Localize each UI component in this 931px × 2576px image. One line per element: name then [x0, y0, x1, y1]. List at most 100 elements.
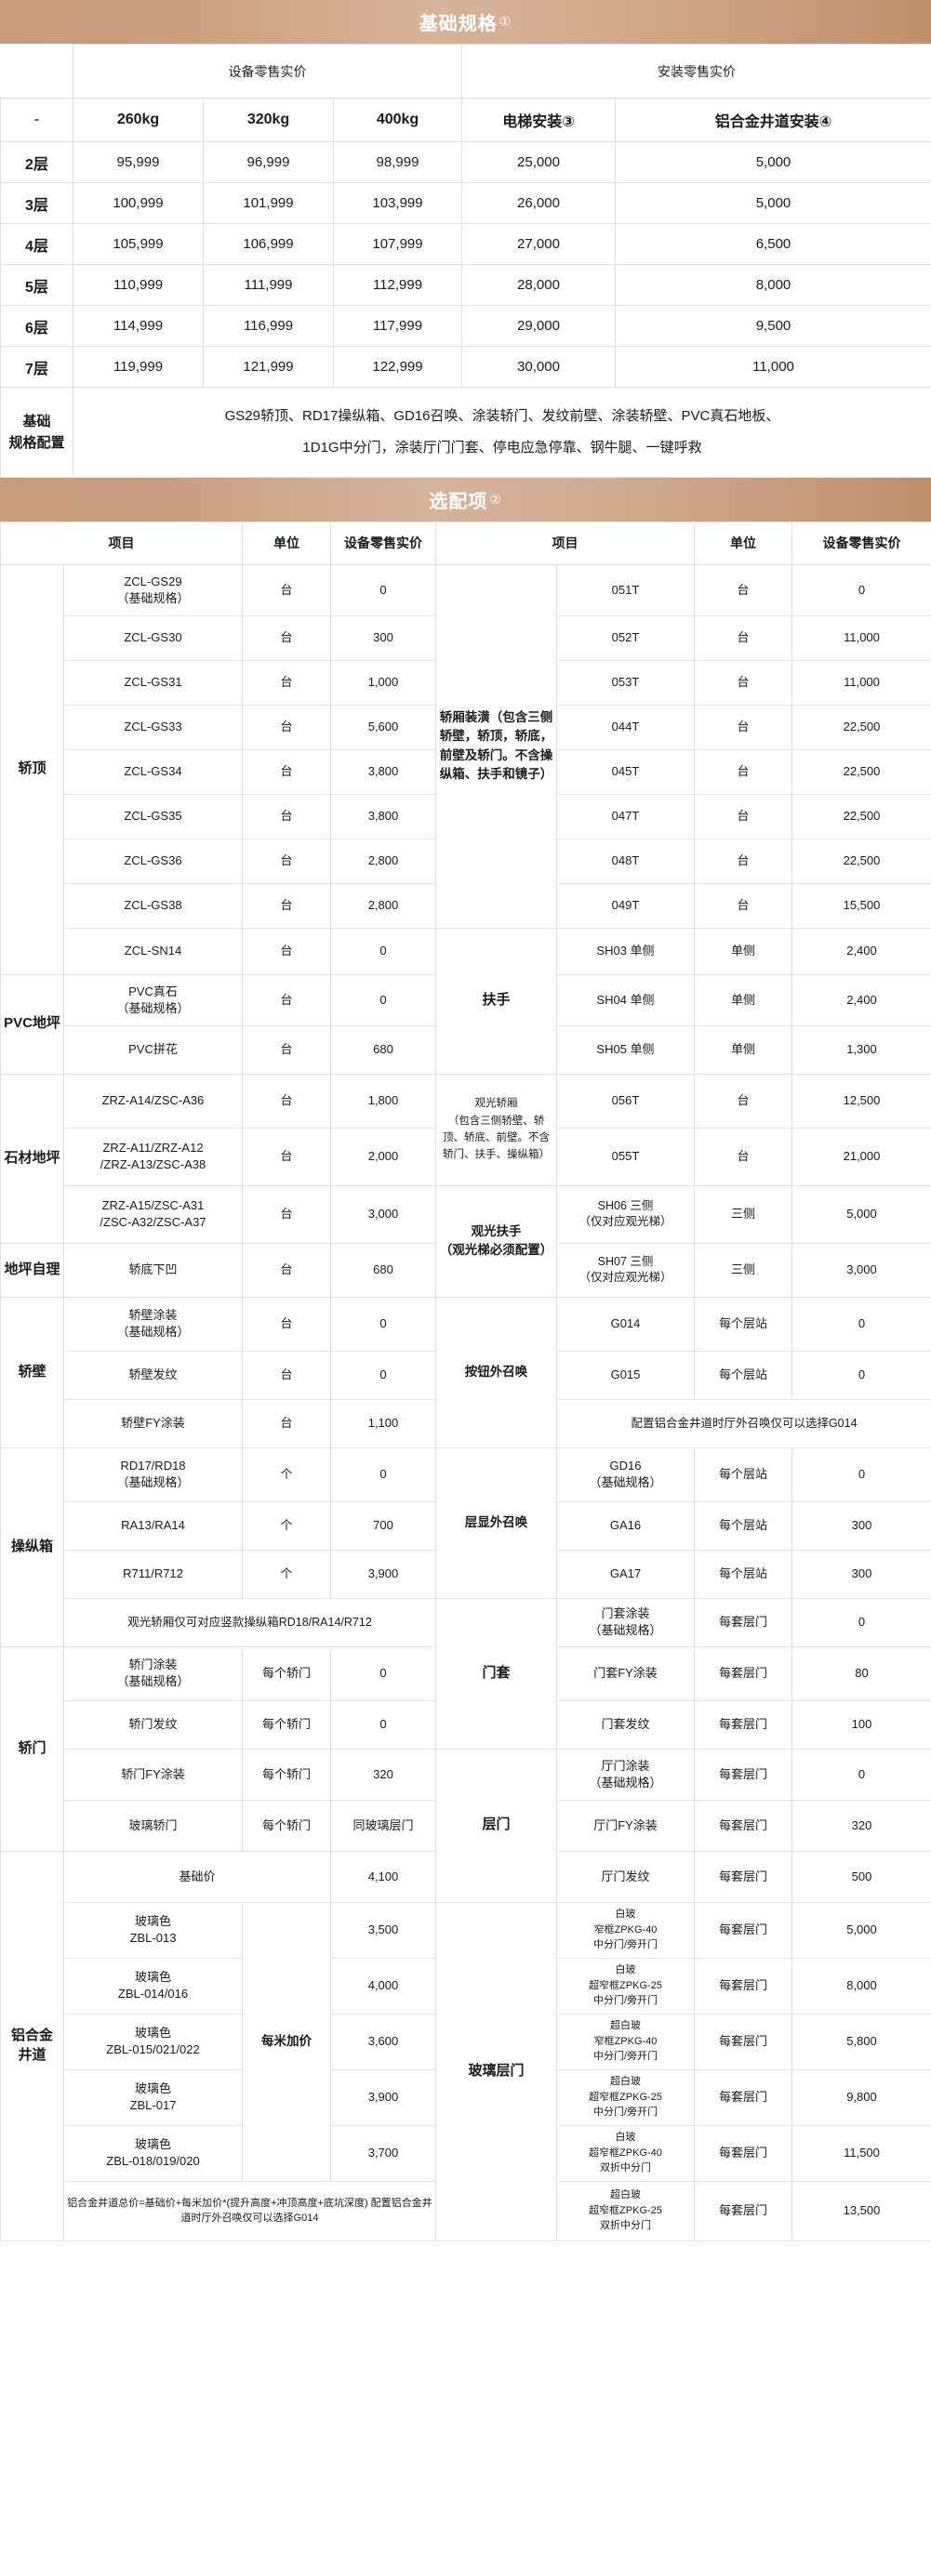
group-header-blank	[0, 44, 73, 99]
right-price: 5,000	[791, 1901, 931, 1959]
category-jiaoding: 轿顶	[0, 563, 64, 975]
right-unit: 每套层门	[694, 2013, 792, 2070]
left-item: 轿门涂装 （基础规格）	[63, 1645, 243, 1701]
table-row: 玻璃色 ZBL-018/019/020 3,700 白玻 超窄框ZPKG-40 双折中…	[1, 2124, 931, 2182]
left-unit: 台	[242, 1073, 331, 1129]
left-item: ZCL-GS36	[63, 838, 243, 884]
right-price: 0	[791, 1447, 931, 1502]
left-unit: 台	[242, 1296, 331, 1352]
table-row: PVC拼花 台 680 SH05 单侧 单侧 1,300	[1, 1024, 931, 1075]
right-price: 22,500	[791, 748, 931, 795]
cell-install: 29,000	[461, 305, 616, 347]
right-unit: 每套层门	[694, 1645, 792, 1701]
right-unit: 每套层门	[694, 1957, 792, 2015]
right-item: 门套FY涂装	[556, 1645, 695, 1701]
base-config-label-line1: 基础	[22, 413, 51, 429]
col-header-elevator-install: 电梯安装③	[461, 98, 616, 142]
base-config-line1: GS29轿顶、RD17操纵箱、GD16召唤、涂装轿门、发纹前壁、涂装轿壁、PVC…	[224, 408, 780, 424]
left-unit: 台	[242, 973, 331, 1026]
table-row: 轿门 轿门涂装 （基础规格） 每个轿门 0 门套FY涂装 每套层门 80	[0, 1645, 931, 1852]
right-item: 白玻 超窄框ZPKG-25 中分门/旁开门	[556, 1957, 695, 2015]
right-price: 11,000	[791, 659, 931, 706]
right-item: 045T	[556, 748, 695, 795]
category-button-call: 按钮外召唤	[435, 1296, 557, 1448]
left-unit: 每个轿门	[242, 1645, 331, 1701]
right-unit: 每个层站	[694, 1296, 792, 1352]
left-item: 轿壁发纹	[63, 1350, 243, 1400]
left-price: 2,800	[330, 838, 436, 884]
left-price: 680	[330, 1024, 436, 1075]
right-unit: 每个层站	[694, 1350, 792, 1400]
left-unit: 每个轿门	[242, 1699, 331, 1750]
left-price: 0	[330, 563, 436, 616]
col-header-400kg: 400kg	[333, 98, 462, 142]
cell-install: 26,000	[461, 182, 616, 224]
col-header-0: -	[0, 98, 73, 142]
right-item: 超白玻 超窄框ZPKG-25 中分门/旁开门	[556, 2068, 695, 2126]
left-unit: 台	[242, 793, 331, 839]
cell-shaft: 8,000	[615, 264, 931, 306]
right-price: 3,000	[791, 1242, 931, 1298]
table-row: 5层 110,999 111,999 112,999 28,000 8,000	[0, 264, 931, 306]
left-price: 5,600	[330, 704, 436, 750]
base-config-label-line2: 规格配置	[8, 434, 65, 451]
right-price: 0	[791, 1350, 931, 1400]
left-unit: 台	[242, 704, 331, 750]
right-price: 22,500	[791, 793, 931, 839]
table-row: 铝合金 井道 基础价 4,100 厅门发纹 每套层门 500	[0, 1850, 931, 2241]
left-price: 0	[330, 1447, 436, 1502]
left-item: ZRZ-A11/ZRZ-A12/ZRZ-A13/ZSC-A38	[63, 1127, 243, 1186]
left-unit-per-meter: 每米加价	[242, 1901, 331, 2182]
table-row: 6层 114,999 116,999 117,999 29,000 9,500	[0, 305, 931, 347]
right-unit: 单侧	[694, 973, 792, 1026]
left-item: 玻璃色 ZBL-017	[63, 2068, 243, 2126]
price-sheet: 基础规格 ① 设备零售实价 安装零售实价 - 260kg 320kg 400kg …	[0, 0, 931, 2241]
left-unit: 个	[242, 1447, 331, 1502]
table-row: 地坪自理 轿底下凹 台 680 SH07 三侧 （仅对应观光梯） 三侧 3,000	[0, 1242, 931, 1298]
left-price: 700	[330, 1500, 436, 1551]
right-item: 厅门涂装 （基础规格）	[556, 1748, 695, 1801]
table-row: PVC地坪 PVC真石 （基础规格） 台 0 SH04 单侧 单侧 2,400	[0, 973, 931, 1075]
left-unit: 台	[242, 1242, 331, 1298]
right-price: 22,500	[791, 704, 931, 750]
table-row: 铝合金井道总价=基础价+每米加价*(提升高度+冲顶高度+底坑深度) 配置铝合金井…	[1, 2180, 931, 2241]
table-row: 2层 95,999 96,999 98,999 25,000 5,000	[0, 141, 931, 183]
left-unit: 个	[242, 1500, 331, 1551]
cell-400kg: 98,999	[333, 141, 462, 183]
right-price: 11,000	[791, 614, 931, 661]
left-price: 3,000	[330, 1184, 436, 1244]
right-item: 门套涂装 （基础规格）	[556, 1597, 695, 1647]
right-unit: 三侧	[694, 1184, 792, 1244]
left-item: ZCL-GS35	[63, 793, 243, 839]
right-price: 5,800	[791, 2013, 931, 2070]
right-item: SH05 单侧	[556, 1024, 695, 1075]
category-sightseeing-handrail: 观光扶手 （观光梯必须配置）	[435, 1184, 557, 1298]
right-price: 0	[791, 1296, 931, 1352]
cell-260kg: 119,999	[73, 346, 204, 388]
left-unit: 台	[242, 1350, 331, 1400]
right-item: 门套发纹	[556, 1699, 695, 1750]
left-unit: 台	[242, 1024, 331, 1075]
left-item: PVC拼花	[63, 1024, 243, 1075]
table-row: 7层 119,999 121,999 122,999 30,000 11,000	[0, 346, 931, 388]
right-unit: 台	[694, 838, 792, 884]
cell-shaft: 5,000	[615, 182, 931, 224]
table-row: ZCL-GS34 台 3,800 045T 台 22,500	[1, 748, 931, 795]
right-price: 12,500	[791, 1073, 931, 1129]
cell-260kg: 100,999	[73, 182, 204, 224]
right-unit: 每套层门	[694, 1799, 792, 1852]
right-item: 白玻 超窄框ZPKG-40 双折中分门	[556, 2124, 695, 2182]
left-unit: 每个轿门	[242, 1799, 331, 1852]
section-banner-optional: 选配项 ②	[0, 477, 931, 522]
left-item: 轿壁FY涂装	[63, 1398, 243, 1448]
right-unit: 台	[694, 704, 792, 750]
left-price: 4,100	[330, 1850, 436, 1903]
cell-320kg: 111,999	[203, 264, 334, 306]
left-price: 3,500	[330, 1901, 436, 1959]
table-row: ZRZ-A11/ZRZ-A12/ZRZ-A13/ZSC-A38 台 2,000 …	[1, 1127, 931, 1186]
row-floor-label: 5层	[0, 264, 73, 306]
left-price: 1,100	[330, 1398, 436, 1448]
base-config-text: GS29轿顶、RD17操纵箱、GD16召唤、涂装轿门、发纹前壁、涂装轿壁、PVC…	[73, 387, 931, 478]
left-item: 玻璃色 ZBL-013	[63, 1901, 243, 1959]
col-header-price-left: 设备零售实价	[330, 521, 436, 565]
